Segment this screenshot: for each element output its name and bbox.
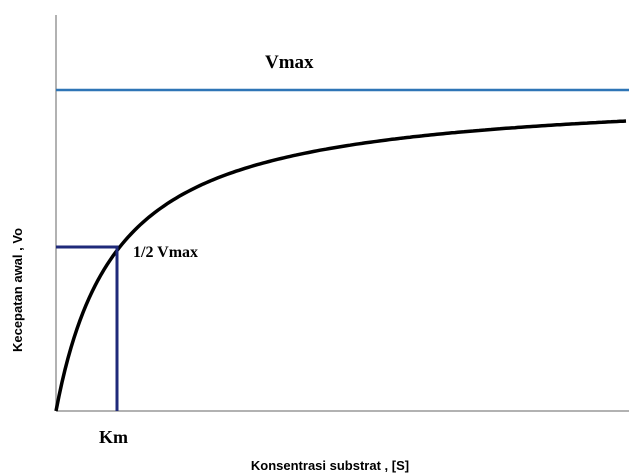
michaelis-menten-curve xyxy=(54,119,627,412)
km-guide xyxy=(56,245,119,411)
x-axis-label: Konsentrasi substrat , [S] xyxy=(251,458,409,473)
half-vmax-label: 1/2 Vmax xyxy=(133,244,198,261)
y-axis-label: Kecepatan awal , Vo xyxy=(10,228,25,352)
km-label: Km xyxy=(99,427,128,447)
vmax-label: Vmax xyxy=(265,52,314,73)
